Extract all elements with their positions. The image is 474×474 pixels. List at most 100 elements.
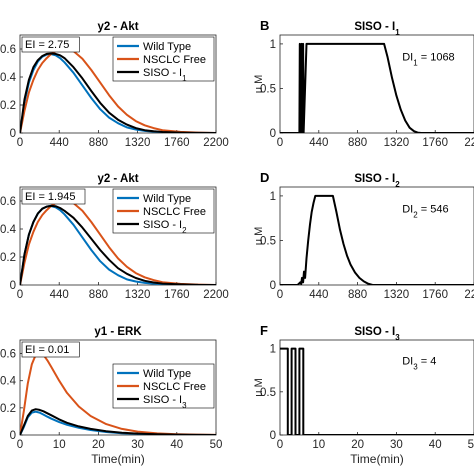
plot-frame <box>279 34 474 134</box>
plot-frame <box>19 339 217 436</box>
y-tick-label: 0.2 <box>0 403 16 415</box>
x-tick-label: 10 <box>53 439 66 451</box>
x-tick-label: 0 <box>17 439 23 451</box>
x-tick-label: 1760 <box>422 137 448 149</box>
y-axis-label: μ M <box>253 227 265 246</box>
series-line-2 <box>20 47 216 133</box>
y-axis-label: μ M <box>253 378 265 397</box>
x-tick-label: 440 <box>50 137 69 149</box>
y-tick-label: 0.6 <box>0 196 16 208</box>
panel-title: y2 - Akt <box>97 21 138 33</box>
panel-title: y1 - ERK <box>94 326 142 338</box>
y-axis-label: μ M <box>253 75 265 94</box>
y-tick-label: 0.4 <box>0 72 17 84</box>
legend-label: Wild Type <box>143 193 191 205</box>
annotation: DI2 = 546 <box>402 203 448 219</box>
series-line-3 <box>20 52 216 133</box>
y-tick-label: 0.5 <box>260 387 276 399</box>
y-tick-label: 0 <box>10 128 16 140</box>
x-tick-label: 40 <box>429 439 442 451</box>
y-tick-label: 0 <box>270 430 276 442</box>
panel-f: 0 10 20 30 40 50 0 0.5 1 SISO - I3 Fμ M Time(min) DI… <box>253 323 474 466</box>
x-tick-label: 1760 <box>164 137 190 149</box>
y-tick-label: 0.5 <box>260 83 276 95</box>
legend-label: NSCLC Free <box>143 54 206 66</box>
annotation-box <box>21 341 80 358</box>
series-line-2 <box>20 199 216 285</box>
panel-letter: B <box>260 18 269 33</box>
y-tick-label: 0 <box>10 280 16 292</box>
x-tick-label: 2200 <box>203 289 229 301</box>
plot-frame <box>19 34 217 134</box>
annotation: DI3 = 4 <box>402 356 436 372</box>
x-tick-label: 1320 <box>384 289 410 301</box>
y-tick-label: 1 <box>270 344 276 356</box>
y-tick-label: 0.4 <box>0 224 17 236</box>
x-tick-label: 50 <box>210 439 223 451</box>
x-tick-label: 880 <box>348 289 367 301</box>
x-tick-label: 30 <box>131 439 144 451</box>
x-tick-label: 0 <box>17 289 23 301</box>
annotation: EI = 2.75 <box>25 39 69 51</box>
x-tick-label: 1320 <box>125 137 151 149</box>
panel-letter: D <box>260 170 269 185</box>
x-tick-label: 880 <box>348 137 367 149</box>
plot-frame <box>19 186 217 286</box>
y-tick-label: 0.6 <box>0 44 16 56</box>
series-line-1 <box>280 347 474 435</box>
panel-c: 0 440 880 1320 1760 2200 0 0.2 0.4 0.6 y2 - Akt EI … <box>0 173 229 301</box>
panel-title: SISO - I3 <box>354 326 400 342</box>
panel-a: 0 440 880 1320 1760 2200 0 0.2 0.4 0.6 y2 - Akt EI … <box>0 21 229 149</box>
x-tick-label: 880 <box>89 289 108 301</box>
y-tick-label: 0 <box>270 280 276 292</box>
series-line-1 <box>280 42 474 133</box>
x-tick-label: 0 <box>277 289 283 301</box>
y-tick-label: 1 <box>270 39 276 51</box>
x-tick-label: 880 <box>89 137 108 149</box>
y-tick-label: 0.6 <box>0 349 16 361</box>
x-tick-label: 220 <box>464 289 474 301</box>
x-tick-label: 10 <box>312 439 325 451</box>
y-tick-label: 0.5 <box>260 235 276 247</box>
y-tick-label: 0.4 <box>0 376 17 388</box>
legend-label: Wild Type <box>143 368 191 380</box>
y-tick-label: 0 <box>270 128 276 140</box>
x-tick-label: 220 <box>464 137 474 149</box>
x-tick-label: 40 <box>170 439 183 451</box>
panel-title: SISO - I1 <box>354 21 400 37</box>
panel-title: y2 - Akt <box>97 173 138 185</box>
legend-label: NSCLC Free <box>143 381 206 393</box>
x-tick-label: 20 <box>351 439 364 451</box>
x-tick-label: 0 <box>17 137 23 149</box>
x-tick-label: 0 <box>277 137 283 149</box>
annotation-box <box>21 188 86 205</box>
x-tick-label: 440 <box>50 289 69 301</box>
panel-e: 0 10 20 30 40 50 0 0.2 0.4 0.6 y1 - ERK Time(min) EI… <box>0 326 222 466</box>
y-tick-label: 1 <box>270 191 276 203</box>
x-tick-label: 30 <box>390 439 403 451</box>
y-tick-label: 0 <box>10 430 16 442</box>
x-tick-label: 440 <box>309 289 328 301</box>
legend-label: SISO - I3 <box>143 394 187 410</box>
annotation: EI = 0.01 <box>25 344 69 356</box>
x-tick-label: 1760 <box>164 289 190 301</box>
annotation-box <box>21 36 80 53</box>
x-tick-label: 20 <box>92 439 105 451</box>
x-axis-label: Time(min) <box>350 452 404 466</box>
legend-label: Wild Type <box>143 41 191 53</box>
x-tick-label: 2200 <box>203 137 229 149</box>
legend-label: SISO - I2 <box>143 219 187 235</box>
panel-title: SISO - I2 <box>354 173 400 189</box>
x-axis-label: Time(min) <box>91 452 145 466</box>
legend-label: SISO - I1 <box>143 67 187 83</box>
series-line-2 <box>20 351 216 435</box>
series-line-3 <box>20 408 216 435</box>
panel-letter: F <box>260 323 268 338</box>
y-tick-label: 0.2 <box>0 252 16 264</box>
